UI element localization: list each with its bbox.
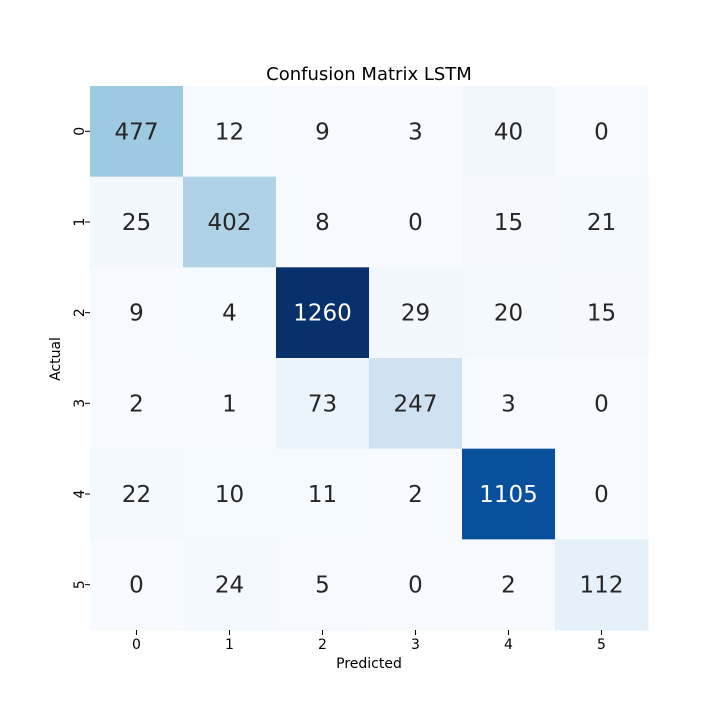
cell-value-label-4-1: 10: [215, 482, 244, 508]
y-tick-label-5: 5: [72, 580, 88, 589]
cell-value-label-5-5: 112: [580, 573, 624, 599]
y-axis-label: Actual: [48, 337, 64, 381]
heatmap-cell-4-5: [555, 448, 649, 540]
cell-value-label-0-1: 12: [215, 119, 244, 145]
cell-value-label-5-0: 0: [129, 573, 144, 599]
heatmap-cell-0-1: [183, 86, 277, 178]
cell-value-label-0-2: 9: [315, 119, 330, 145]
heatmap-cell-1-1: [183, 176, 277, 268]
heatmap-cell-3-0: [90, 358, 184, 450]
cell-value-label-4-0: 22: [122, 482, 151, 508]
heatmap-cell-4-2: [276, 448, 370, 540]
x-tick-label-5: 5: [597, 637, 606, 653]
heatmap-cell-3-3: [369, 358, 463, 450]
cell-value-label-2-0: 9: [129, 301, 144, 327]
heatmap-cell-2-2: [276, 267, 370, 359]
cell-value-label-5-3: 0: [408, 573, 423, 599]
cell-value-label-0-4: 40: [494, 119, 523, 145]
y-tick-label-4: 4: [72, 489, 88, 498]
heatmap-cell-1-5: [555, 176, 649, 268]
cell-value-label-2-4: 20: [494, 301, 523, 327]
heatmap-cell-2-1: [183, 267, 277, 359]
heatmap-cell-5-4: [462, 539, 556, 631]
cell-value-label-3-4: 3: [501, 391, 516, 417]
heatmap-cell-2-0: [90, 267, 184, 359]
heatmap-cell-1-4: [462, 176, 556, 268]
cell-value-label-2-1: 4: [222, 301, 237, 327]
heatmap-cell-3-4: [462, 358, 556, 450]
heatmap-cell-4-4: [462, 448, 556, 540]
heatmap-cell-1-2: [276, 176, 370, 268]
cell-value-label-5-2: 5: [315, 573, 330, 599]
cell-value-label-1-0: 25: [122, 210, 151, 236]
heatmap-cell-5-2: [276, 539, 370, 631]
x-tick-label-1: 1: [225, 637, 234, 653]
heatmap-cell-4-3: [369, 448, 463, 540]
cell-value-label-2-3: 29: [401, 301, 430, 327]
heatmap-cell-0-4: [462, 86, 556, 178]
cell-value-label-3-0: 2: [129, 391, 144, 417]
cell-value-label-2-2: 1260: [293, 301, 352, 327]
cell-value-label-1-1: 402: [208, 210, 252, 236]
y-tick-label-1: 1: [72, 218, 88, 227]
heatmap-cell-2-3: [369, 267, 463, 359]
cell-value-label-4-2: 11: [308, 482, 337, 508]
cell-value-label-4-5: 0: [594, 482, 609, 508]
cell-value-label-0-3: 3: [408, 119, 423, 145]
heatmap-cell-2-5: [555, 267, 649, 359]
heatmap-cell-4-0: [90, 448, 184, 540]
y-tick-label-3: 3: [72, 399, 88, 408]
heatmap-cell-3-1: [183, 358, 277, 450]
cell-value-label-3-2: 73: [308, 391, 337, 417]
cell-value-label-4-4: 1105: [479, 482, 538, 508]
heatmap-cell-2-4: [462, 267, 556, 359]
heatmap-cell-3-5: [555, 358, 649, 450]
cell-value-label-3-3: 247: [394, 391, 438, 417]
cell-value-label-5-1: 24: [215, 573, 244, 599]
heatmap-cell-4-1: [183, 448, 277, 540]
x-axis-label: Predicted: [336, 656, 402, 672]
cell-value-label-3-5: 0: [594, 391, 609, 417]
chart-title: Confusion Matrix LSTM: [266, 64, 472, 85]
cell-value-label-1-5: 21: [587, 210, 616, 236]
x-tick-label-0: 0: [132, 637, 141, 653]
heatmap-cell-1-0: [90, 176, 184, 268]
cell-value-label-0-5: 0: [594, 119, 609, 145]
cell-value-label-4-3: 2: [408, 482, 423, 508]
heatmap-cell-0-0: [90, 86, 184, 178]
heatmap-cell-1-3: [369, 176, 463, 268]
cell-value-label-1-3: 0: [408, 210, 423, 236]
cell-value-label-1-4: 15: [494, 210, 523, 236]
y-tick-label-0: 0: [72, 127, 88, 136]
heatmap-cells: 477 12 9 3 40 025 402 8 0 15 219 4 1260 29 20 152 1 73 247…: [90, 86, 649, 631]
cell-value-label-3-1: 1: [222, 391, 237, 417]
heatmap-cell-5-5: [555, 539, 649, 631]
heatmap-cell-5-0: [90, 539, 184, 631]
x-tick-label-2: 2: [318, 637, 327, 653]
heatmap-cell-0-3: [369, 86, 463, 178]
cell-value-label-2-5: 15: [587, 301, 616, 327]
heatmap-cell-0-2: [276, 86, 370, 178]
heatmap-cell-5-1: [183, 539, 277, 631]
x-tick-label-3: 3: [411, 637, 420, 653]
y-tick-label-2: 2: [72, 308, 88, 317]
y-axis-ticks: 0 1 2 3 4 5: [72, 127, 90, 589]
x-axis-ticks: 0 1 2 3 4 5: [132, 630, 606, 653]
x-tick-label-4: 4: [504, 637, 513, 653]
cell-value-label-1-2: 8: [315, 210, 330, 236]
cell-value-label-0-0: 477: [115, 119, 159, 145]
heatmap-cell-5-3: [369, 539, 463, 631]
heatmap-cell-3-2: [276, 358, 370, 450]
cell-value-label-5-4: 2: [501, 573, 516, 599]
heatmap-cell-0-5: [555, 86, 649, 178]
